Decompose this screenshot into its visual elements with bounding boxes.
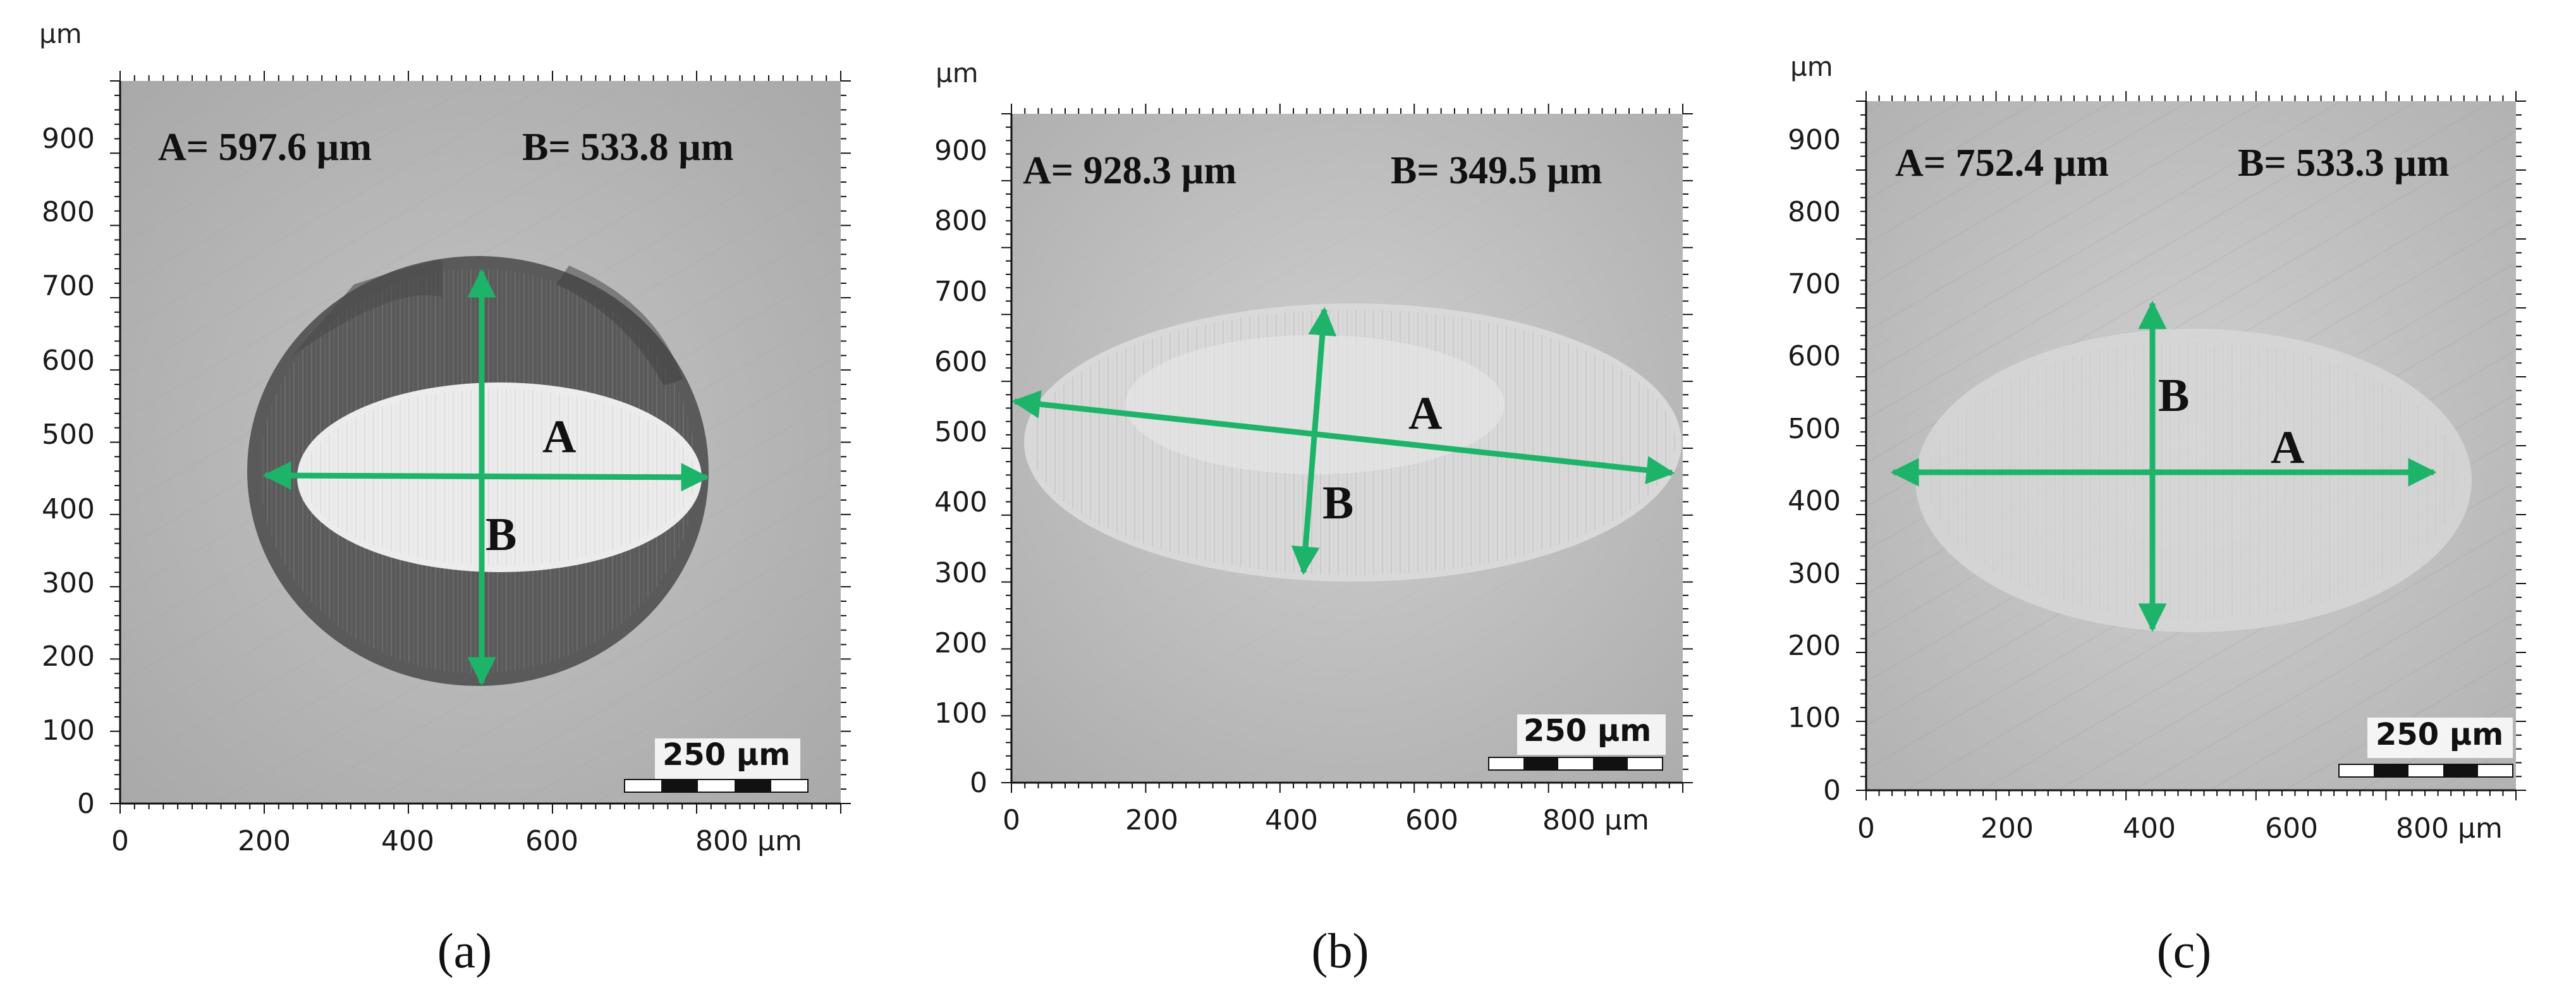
svg-text:900: 900 (1788, 124, 1841, 156)
svg-text:900: 900 (42, 123, 95, 155)
svg-text:800 µm: 800 µm (1542, 804, 1649, 836)
svg-text:200: 200 (1981, 812, 2034, 845)
wear-scar-b (1024, 303, 1682, 582)
svg-text:500: 500 (42, 419, 95, 451)
svg-text:800 µm: 800 µm (2396, 812, 2503, 845)
caption-a: (a) (437, 923, 492, 978)
measurement-a-panel-c: A= 752.4 µm (1895, 142, 2109, 185)
arrow-a-label-b: A (1408, 388, 1442, 439)
svg-text:600: 600 (934, 346, 987, 378)
svg-text:500: 500 (934, 416, 987, 448)
svg-text:400: 400 (934, 486, 987, 518)
panel-c: µm A B A= 752.4 µm B= 533.3 µm 250 µm 0 … (1788, 51, 2516, 978)
scale-bar-label-a: 250 µm (662, 737, 790, 773)
svg-text:0: 0 (111, 825, 129, 857)
arrow-b-panel-b (1291, 307, 1337, 575)
wear-scar-c (1915, 329, 2472, 632)
panel-a: µm A B A= 597.6 µm B= 533.8 µm 250 µm (39, 18, 841, 978)
svg-text:600: 600 (1405, 804, 1458, 836)
svg-text:200: 200 (1788, 630, 1841, 662)
wear-scar-a (247, 256, 709, 686)
caption-b: (b) (1312, 923, 1369, 978)
scale-bar-a: 250 µm (624, 737, 809, 793)
measurement-b-panel-a: B= 533.8 µm (522, 126, 734, 169)
y-axis-unit-a: µm (39, 18, 82, 49)
y-axis-unit-b: µm (936, 58, 979, 89)
svg-text:200: 200 (934, 627, 987, 659)
svg-text:600: 600 (1788, 340, 1841, 372)
svg-text:700: 700 (934, 276, 987, 308)
svg-text:0: 0 (1003, 804, 1020, 836)
svg-text:0: 0 (970, 767, 987, 799)
svg-text:300: 300 (42, 567, 95, 599)
scale-bar-b: 250 µm (1488, 713, 1666, 771)
arrow-b-label-b: B (1322, 477, 1353, 529)
svg-text:800 µm: 800 µm (695, 825, 802, 857)
svg-text:400: 400 (1788, 485, 1841, 517)
svg-text:800: 800 (42, 196, 95, 228)
svg-text:400: 400 (1265, 804, 1318, 836)
arrow-a-panel-b (1011, 390, 1675, 484)
svg-text:300: 300 (934, 557, 987, 589)
measurement-a-panel-a: A= 597.6 µm (158, 126, 372, 169)
y-ticks-b: 0 100 200 300 400 500 600 700 800 900 (934, 135, 987, 799)
svg-text:600: 600 (2265, 812, 2318, 845)
scale-bar-c: 250 µm (2338, 717, 2513, 778)
svg-text:200: 200 (238, 825, 291, 857)
svg-text:0: 0 (1857, 812, 1875, 845)
arrow-a-label-c: A (2271, 422, 2304, 474)
svg-text:600: 600 (525, 825, 578, 857)
y-ticks-a: 0 100 200 300 400 500 600 700 800 900 (42, 123, 95, 820)
arrow-b-label-c: B (2158, 370, 2189, 422)
arrow-a-panel-a (262, 461, 710, 492)
measurement-b-panel-c: B= 533.3 µm (2238, 142, 2450, 185)
y-ticks-c: 0 100 200 300 400 500 600 700 800 900 (1788, 124, 1841, 807)
svg-text:100: 100 (1788, 702, 1841, 734)
svg-text:200: 200 (1125, 804, 1178, 836)
scale-bar-label-b: 250 µm (1523, 713, 1651, 749)
svg-text:300: 300 (1788, 558, 1841, 590)
panel-b: µm A B A= 928.3 µm B= 349.5 µm 250 µm 0 … (934, 58, 1683, 978)
measurement-b-panel-b: B= 349.5 µm (1391, 149, 1602, 192)
scale-bar-label-c: 250 µm (2376, 717, 2503, 752)
arrow-b-label-a: B (485, 509, 516, 561)
svg-text:800: 800 (934, 205, 987, 237)
svg-text:900: 900 (934, 135, 987, 167)
arrow-a-label-a: A (542, 411, 576, 463)
svg-text:400: 400 (2123, 812, 2176, 845)
svg-text:400: 400 (381, 825, 434, 857)
y-axis-unit-c: µm (1790, 51, 1833, 82)
svg-text:400: 400 (42, 493, 95, 525)
svg-text:0: 0 (77, 788, 95, 820)
svg-text:100: 100 (934, 697, 987, 730)
svg-text:700: 700 (1788, 268, 1841, 300)
x-ticks-b: 0 200 400 600 800 µm (1003, 804, 1649, 836)
x-ticks-c: 0 200 400 600 800 µm (1857, 812, 2503, 845)
svg-text:600: 600 (42, 345, 95, 377)
x-ticks-a: 0 200 400 600 800 µm (111, 825, 802, 857)
svg-text:100: 100 (42, 714, 95, 747)
svg-text:800: 800 (1788, 196, 1841, 228)
svg-text:200: 200 (42, 640, 95, 673)
measurement-a-panel-b: A= 928.3 µm (1023, 149, 1236, 192)
svg-text:0: 0 (1823, 774, 1841, 807)
svg-text:700: 700 (42, 270, 95, 302)
caption-c: (c) (2157, 923, 2212, 978)
minor-tick-marks (110, 71, 2526, 814)
svg-text:500: 500 (1788, 413, 1841, 445)
